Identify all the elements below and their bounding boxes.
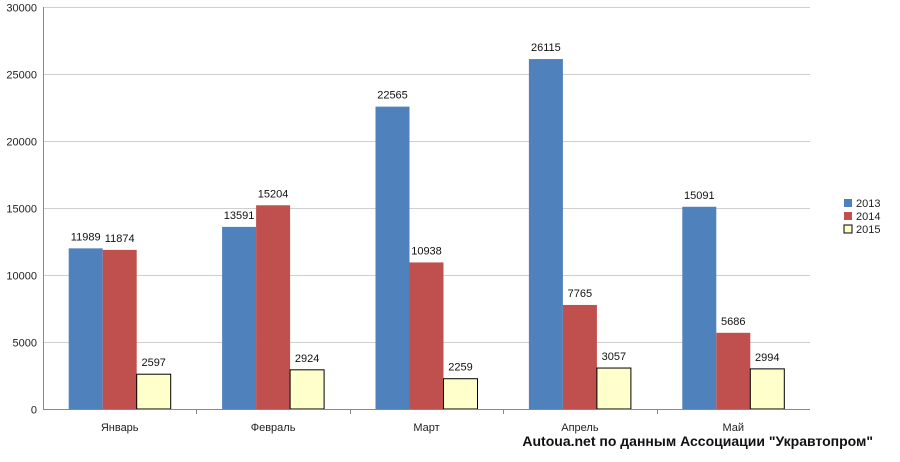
x-tick-label: Май (723, 422, 745, 434)
data-label: 11874 (105, 233, 135, 245)
legend-swatch (844, 199, 852, 207)
y-tick-label: 10000 (6, 271, 37, 283)
y-axis: 0 5000 10000 15000 20000 25000 30000 (6, 3, 44, 417)
bar (222, 226, 257, 409)
bar (528, 59, 563, 410)
bar (443, 378, 478, 410)
x-tick-label: Апрель (561, 422, 599, 434)
gridlines (43, 7, 810, 343)
data-label: 11989 (71, 231, 101, 243)
bar (682, 206, 717, 409)
legend-label: 2014 (856, 211, 880, 223)
data-label: 3057 (602, 351, 626, 363)
data-label: 13591 (224, 210, 255, 222)
data-label: 2924 (295, 353, 319, 365)
x-tick-label: Февраль (251, 422, 296, 434)
y-tick-label: 5000 (13, 338, 37, 350)
y-tick-label: 30000 (6, 3, 37, 15)
data-label: 2259 (448, 362, 472, 374)
bar (375, 106, 410, 409)
data-label: 15091 (684, 190, 715, 202)
x-tick-label: Январь (101, 422, 139, 434)
data-label: 26115 (531, 42, 561, 54)
bar (562, 304, 597, 409)
bar (749, 368, 785, 410)
data-label: 15204 (258, 188, 289, 200)
bar (596, 367, 632, 410)
bar (256, 205, 291, 409)
data-label: 5686 (721, 316, 745, 328)
y-tick-label: 0 (31, 405, 37, 417)
legend-label: 2015 (856, 224, 880, 236)
y-tick-label: 15000 (6, 204, 37, 216)
x-axis: Январь Февраль Март Апрель Май (43, 409, 810, 434)
legend-label: 2013 (856, 198, 880, 210)
source-caption: Autoua.net по данным Ассоциации "Укравто… (522, 433, 873, 449)
y-tick-label: 20000 (6, 137, 37, 149)
data-label: 2597 (141, 357, 165, 369)
data-label: 10938 (411, 245, 442, 257)
x-tick-label: Март (413, 422, 439, 434)
bar (136, 373, 172, 410)
legend-swatch (844, 212, 852, 220)
bar (289, 369, 325, 410)
data-label: 2994 (755, 352, 779, 364)
data-label: 7765 (568, 288, 592, 300)
bar (716, 332, 751, 409)
bar (102, 249, 137, 409)
bar (68, 248, 103, 409)
bar (409, 262, 444, 409)
data-label: 22565 (377, 90, 408, 102)
legend-swatch (843, 224, 853, 234)
y-tick-label: 25000 (6, 70, 37, 82)
